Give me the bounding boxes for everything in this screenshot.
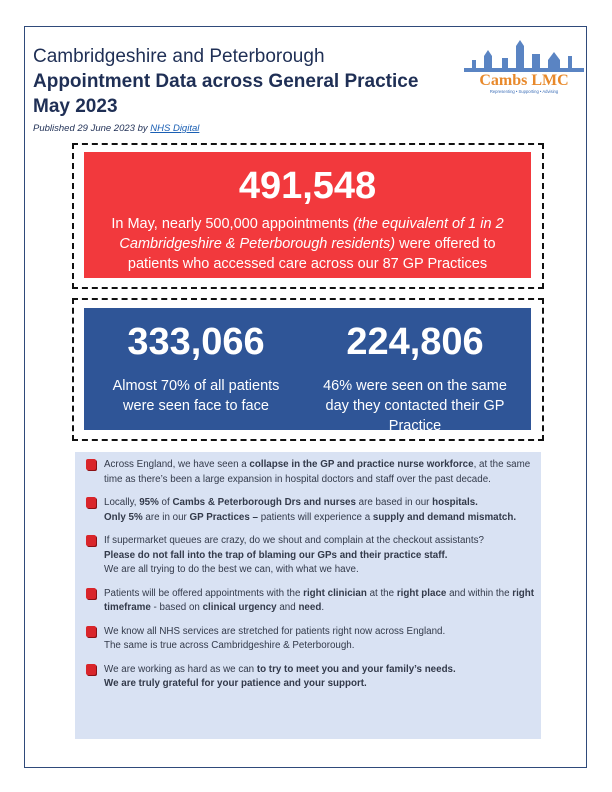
text-run: are in our bbox=[142, 511, 190, 523]
text-run: Patients will be offered appointments wi… bbox=[104, 587, 304, 599]
bullet-icon bbox=[86, 625, 96, 637]
bullet-line: If supermarket queues are crazy, do we s… bbox=[104, 534, 539, 549]
text-run: Locally, bbox=[104, 497, 140, 508]
text-run: and bbox=[276, 602, 299, 613]
bullet-icon bbox=[86, 535, 96, 546]
dashed-frame bbox=[72, 298, 544, 441]
dashed-frame bbox=[72, 143, 544, 289]
bullet-line: Only 5% are in our GP Practices – patien… bbox=[104, 511, 539, 526]
text-run: hospitals. bbox=[432, 497, 478, 508]
text-run: If supermarket queues are crazy, do we s… bbox=[104, 535, 484, 546]
title-line: Cambridgeshire and Peterborough bbox=[33, 46, 325, 67]
headline-box: 491,548 In May, nearly 500,000 appointme… bbox=[84, 152, 531, 278]
text-run: In May, nearly 500,000 appointments bbox=[111, 216, 353, 232]
bullet-icon bbox=[86, 497, 96, 508]
bullet: If supermarket queues are crazy, do we s… bbox=[75, 534, 539, 578]
bullet-line: We are truly grateful for your patience … bbox=[104, 677, 539, 692]
text-run: , at the same time as there’s been a lar… bbox=[104, 459, 531, 485]
stat-number: 333,066 bbox=[127, 321, 265, 363]
logo-name: Cambs LMC bbox=[479, 72, 568, 89]
bullet-line: The same is true across Cambridgeshire &… bbox=[104, 639, 539, 654]
stat-number: 224,806 bbox=[346, 321, 484, 363]
logo-tagline: Representing • Supporting • Advising bbox=[490, 89, 559, 94]
published-note: Published 29 June 2023 by NHS Digital bbox=[33, 123, 199, 134]
stat-text: 46% were seen on the same day they conta… bbox=[323, 378, 507, 434]
text-run: We know all NHS services are stretched f… bbox=[104, 625, 446, 637]
bullet-line: We know all NHS services are stretched f… bbox=[104, 625, 539, 640]
bullet-line: Locally, 95% of Cambs & Peterborough Drs… bbox=[104, 496, 539, 511]
published-text: Published 29 June 2023 by bbox=[33, 123, 148, 134]
headline-number: 491,548 bbox=[238, 165, 377, 207]
text-run: to try to meet you and your family’s nee… bbox=[256, 663, 456, 675]
skyline bbox=[464, 40, 584, 72]
text-run: patients will experience a bbox=[257, 511, 373, 523]
bullet-list: Across England, we have seen a collapse … bbox=[75, 452, 541, 692]
bullet: We are working as hard as we can to try … bbox=[75, 663, 539, 692]
text-run: supply and demand mismatch. bbox=[372, 511, 517, 523]
bullet: Across England, we have seen a collapse … bbox=[75, 458, 539, 487]
bullet-line: We are working as hard as we can to try … bbox=[104, 663, 539, 678]
bullet-line: We are all trying to do the best we can,… bbox=[104, 563, 539, 578]
bullet-line: Please do not fall into the trap of blam… bbox=[104, 549, 539, 564]
bullet-icon bbox=[86, 459, 96, 470]
bullet: Patients will be offered appointments wi… bbox=[75, 587, 539, 616]
bullet-icon bbox=[86, 663, 96, 675]
text-run: are based in our bbox=[355, 497, 433, 508]
text-run: 95% bbox=[139, 497, 159, 508]
text-run: collapse in the GP and practice nurse wo… bbox=[249, 459, 474, 470]
text-run: Across England, we have seen a bbox=[104, 459, 250, 470]
source-link[interactable]: NHS Digital bbox=[150, 123, 200, 134]
text-run: and within the bbox=[446, 587, 513, 599]
text-run: need bbox=[298, 602, 322, 613]
title-line: May 2023 bbox=[33, 96, 118, 117]
stat-text: Almost 70% of all patients were seen fac… bbox=[112, 378, 280, 414]
text-run: Only 5% bbox=[104, 511, 143, 523]
text-run: GP Practices – bbox=[189, 511, 258, 523]
text-run: - based on bbox=[150, 602, 203, 613]
text-run: of bbox=[158, 497, 173, 508]
info-panel: Across England, we have seen a collapse … bbox=[75, 452, 541, 739]
bullet: Locally, 95% of Cambs & Peterborough Drs… bbox=[75, 496, 539, 525]
text-run: at the bbox=[366, 587, 397, 599]
text-run: We are all trying to do the best we can,… bbox=[104, 564, 359, 575]
bullet-line: Across England, we have seen a collapse … bbox=[104, 458, 539, 487]
text-run: . bbox=[321, 602, 325, 613]
text-run: We are truly grateful for your patience … bbox=[104, 678, 367, 689]
text-run: right clinician bbox=[303, 587, 367, 599]
text-run: were offered to patients who accessed ca… bbox=[127, 236, 496, 272]
text-run: The same is true across Cambridgeshire &… bbox=[104, 640, 355, 651]
bullet-icon bbox=[86, 587, 96, 599]
text-run: clinical urgency bbox=[202, 602, 277, 613]
title-line: Appointment Data across General Practice bbox=[33, 71, 419, 92]
bullet: We know all NHS services are stretched f… bbox=[75, 625, 539, 654]
stat: 224,806 46% were seen on the same day th… bbox=[310, 320, 520, 436]
page-frame bbox=[24, 26, 587, 768]
stats-box: 333,066 Almost 70% of all patients were … bbox=[84, 308, 531, 434]
logo: Cambs LMC Representing • Supporting • Ad… bbox=[464, 40, 584, 94]
text-run: (the equivalent of 1 in 2 Cambridgeshire… bbox=[119, 216, 504, 252]
text-run: right place bbox=[396, 587, 447, 599]
stat: 333,066 Almost 70% of all patients were … bbox=[96, 320, 296, 416]
text-run: right timeframe bbox=[104, 587, 535, 614]
text-run: We are working as hard as we can bbox=[104, 663, 257, 675]
bullet-line: Patients will be offered appointments wi… bbox=[104, 587, 539, 616]
headline-text: In May, nearly 500,000 appointments (the… bbox=[108, 214, 507, 274]
text-run: Cambs & Peterborough Drs and nurses bbox=[172, 497, 356, 508]
text-run: Please do not fall into the trap of blam… bbox=[104, 549, 448, 561]
